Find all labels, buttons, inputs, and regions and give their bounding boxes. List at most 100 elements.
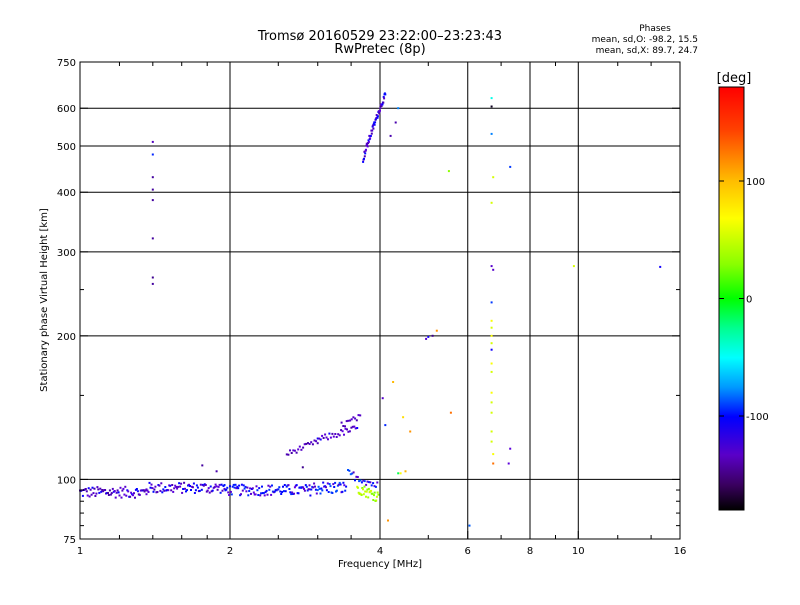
data-point: [348, 469, 351, 472]
data-point: [490, 301, 493, 304]
data-point: [370, 489, 373, 492]
data-point: [129, 495, 132, 498]
data-point: [117, 491, 120, 494]
data-point: [287, 484, 290, 487]
data-point: [120, 496, 123, 499]
data-point: [308, 484, 311, 487]
data-point: [240, 493, 242, 496]
data-point: [256, 489, 259, 492]
data-point: [193, 492, 196, 494]
data-point: [89, 488, 92, 491]
data-point: [266, 493, 269, 496]
data-point: [151, 188, 154, 191]
data-point: [92, 492, 95, 495]
data-point: [335, 436, 338, 438]
data-point: [298, 445, 301, 448]
data-point: [490, 132, 493, 135]
data-point: [115, 491, 118, 494]
x-tick-label: 16: [674, 546, 687, 557]
data-point: [365, 142, 368, 145]
data-point: [302, 486, 305, 489]
colorbar-tick-label: 100: [746, 177, 765, 188]
data-point: [351, 472, 354, 475]
data-point: [254, 493, 257, 496]
data-point: [114, 496, 117, 499]
data-point: [251, 487, 254, 490]
data-point: [354, 427, 357, 430]
data-point: [111, 487, 114, 490]
data-point: [220, 483, 223, 486]
data-point: [509, 165, 512, 168]
data-point: [369, 137, 372, 140]
data-point: [363, 150, 366, 153]
data-point: [133, 492, 135, 495]
data-point: [353, 425, 356, 428]
data-point: [384, 93, 387, 96]
data-point: [315, 492, 318, 495]
data-point: [339, 483, 342, 486]
data-point: [151, 153, 154, 156]
data-point: [316, 442, 319, 445]
data-point: [325, 436, 328, 439]
data-point: [209, 485, 212, 488]
data-point: [387, 519, 389, 522]
data-point: [87, 487, 90, 490]
data-point: [490, 97, 493, 100]
data-point: [173, 487, 176, 490]
data-point: [215, 470, 218, 473]
data-point: [316, 489, 319, 492]
data-point: [287, 453, 290, 456]
data-point: [232, 483, 235, 486]
data-point: [267, 484, 270, 487]
data-point: [107, 492, 109, 494]
data-point: [273, 490, 276, 493]
data-point: [365, 490, 368, 493]
data-point: [381, 397, 384, 400]
data-point: [326, 482, 329, 485]
data-point: [377, 493, 380, 496]
data-point: [394, 121, 397, 124]
data-point: [231, 485, 234, 488]
data-point: [490, 430, 493, 433]
data-point: [236, 485, 239, 488]
data-point: [184, 487, 186, 490]
data-point: [362, 479, 365, 482]
data-point: [186, 489, 188, 492]
data-point: [310, 441, 313, 444]
data-point: [185, 490, 187, 493]
data-point: [340, 421, 343, 424]
data-point: [293, 492, 295, 495]
y-tick-label: 400: [57, 188, 76, 199]
data-point: [344, 425, 346, 428]
data-point: [243, 487, 246, 490]
data-point: [260, 492, 263, 495]
data-point: [492, 268, 495, 271]
x-tick-label: 6: [465, 546, 471, 557]
data-point: [431, 334, 434, 337]
y-tick-label: 100: [57, 475, 76, 486]
data-point: [318, 487, 321, 490]
data-point: [490, 401, 493, 404]
data-point: [188, 483, 190, 486]
data-point: [359, 479, 362, 482]
data-point: [314, 488, 317, 491]
y-tick-label: 300: [57, 248, 76, 259]
data-point: [325, 486, 327, 489]
data-point: [509, 447, 512, 450]
data-point: [226, 486, 229, 489]
data-point: [271, 484, 273, 487]
data-point: [360, 481, 363, 484]
data-point: [376, 115, 379, 118]
data-point: [301, 466, 304, 469]
data-point: [379, 106, 382, 109]
data-point: [382, 101, 385, 104]
data-point: [93, 487, 96, 490]
x-axis-ticks: 1 2 4 6 8 10 16: [77, 62, 687, 557]
data-point: [91, 486, 94, 489]
data-point: [341, 490, 344, 493]
data-point: [357, 414, 360, 417]
data-point: [261, 485, 263, 488]
data-point: [134, 496, 136, 499]
data-point: [151, 282, 154, 285]
